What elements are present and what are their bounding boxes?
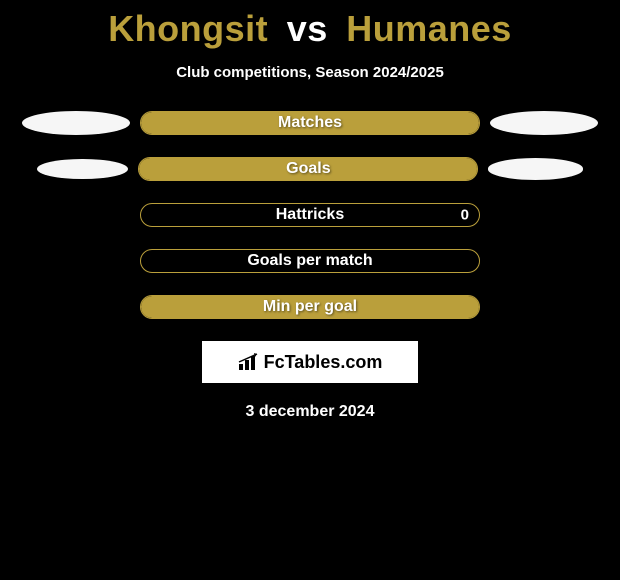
bar-chart-icon xyxy=(238,353,262,371)
player1-size-ellipse xyxy=(37,159,129,179)
player2-size-ellipse xyxy=(488,158,583,179)
brand-logo: FcTables.com xyxy=(238,352,383,373)
stat-row: 0Hattricks xyxy=(0,203,620,227)
brand-badge: FcTables.com xyxy=(202,341,418,383)
subtitle: Club competitions, Season 2024/2025 xyxy=(0,64,620,81)
player2-name: Humanes xyxy=(346,8,512,49)
comparison-title: Khongsit vs Humanes xyxy=(0,0,620,50)
stat-label: Min per goal xyxy=(141,298,479,316)
stat-row: 22Matches xyxy=(0,111,620,135)
stat-bar: 22Matches xyxy=(140,111,480,135)
stats-chart: 22Matches 0Goals 0Hattricks Goals per match… xyxy=(0,111,620,319)
stat-label: Matches xyxy=(141,114,479,132)
brand-text: FcTables.com xyxy=(264,352,383,373)
stat-label: Hattricks xyxy=(141,206,479,224)
stat-bar: Goals per match xyxy=(140,249,480,273)
stat-row: Min per goal xyxy=(0,295,620,319)
stat-row: 0Goals xyxy=(0,157,620,181)
stat-bar: Min per goal xyxy=(140,295,480,319)
stat-label: Goals xyxy=(139,160,477,178)
stat-bar: 0Hattricks xyxy=(140,203,480,227)
stat-bar: 0Goals xyxy=(138,157,478,181)
player1-name: Khongsit xyxy=(108,8,268,49)
vs-separator: vs xyxy=(287,8,328,49)
stat-label: Goals per match xyxy=(141,252,479,270)
snapshot-date: 3 december 2024 xyxy=(0,403,620,421)
player1-size-ellipse xyxy=(22,111,130,135)
player2-size-ellipse xyxy=(490,111,598,135)
stat-row: Goals per match xyxy=(0,249,620,273)
